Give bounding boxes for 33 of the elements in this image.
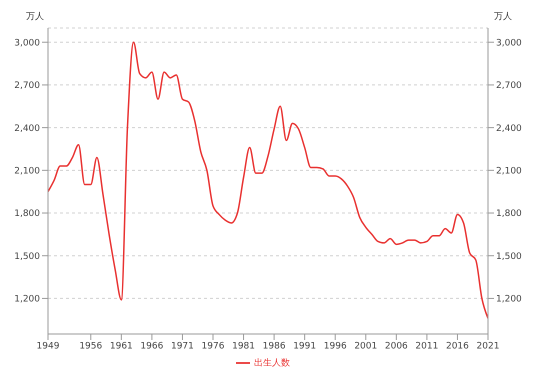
y2-tick-label: 1,500 bbox=[496, 252, 522, 262]
y2-tick-label: 1,800 bbox=[496, 209, 522, 220]
x-tick-label: 2016 bbox=[446, 341, 470, 352]
x-tick-label: 1991 bbox=[293, 341, 316, 352]
x-tick-label: 1971 bbox=[170, 341, 194, 352]
x-tick-label: 1961 bbox=[110, 341, 133, 352]
y2-tick-label: 2,100 bbox=[496, 166, 522, 177]
x-tick-label: 2001 bbox=[354, 341, 378, 352]
y-tick-label: 1,800 bbox=[14, 209, 40, 220]
x-tick-label: 1996 bbox=[324, 341, 347, 352]
y-tick-label: 2,700 bbox=[14, 81, 40, 92]
y2-tick-label: 1,200 bbox=[496, 294, 522, 305]
x-tick-label: 2011 bbox=[415, 341, 438, 352]
x-tick-label: 1976 bbox=[202, 341, 225, 352]
y2-axis-title: 万人 bbox=[494, 10, 512, 23]
x-tick-label: 2006 bbox=[384, 341, 408, 352]
y-tick-label: 1,500 bbox=[14, 252, 40, 262]
y2-tick-label: 2,700 bbox=[496, 81, 522, 92]
x-tick-label: 1981 bbox=[232, 341, 256, 352]
y2-tick-label: 3,000 bbox=[496, 38, 522, 48]
y-tick-label: 3,000 bbox=[14, 38, 40, 48]
y-tick-label: 2,100 bbox=[14, 166, 40, 177]
x-tick-label: 1956 bbox=[79, 341, 103, 352]
y2-tick-label: 2,400 bbox=[496, 124, 522, 134]
x-tick-label: 1986 bbox=[262, 341, 286, 352]
legend-label: 出生人数 bbox=[254, 358, 290, 368]
line-series bbox=[48, 41, 488, 320]
y-tick-label: 2,400 bbox=[14, 124, 40, 134]
x-tick-label: 1966 bbox=[140, 341, 164, 352]
y-tick-label: 1,200 bbox=[14, 294, 40, 305]
x-tick-label: 2021 bbox=[476, 341, 500, 352]
y-axis-title: 万人 bbox=[26, 10, 44, 23]
x-tick-label: 1949 bbox=[36, 341, 60, 352]
